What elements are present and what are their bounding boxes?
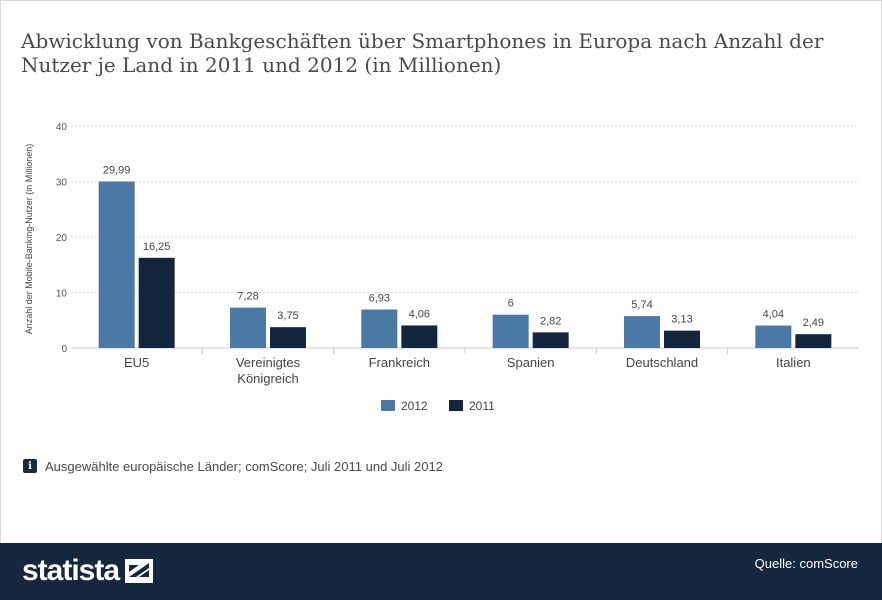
data-label: 2,49	[803, 317, 824, 329]
legend-label: 2011	[469, 399, 495, 413]
y-tick-label: 10	[56, 289, 68, 300]
data-label: 6,93	[369, 293, 390, 305]
bar-2012	[361, 309, 398, 348]
data-label: 4,04	[763, 309, 784, 321]
info-note: i Ausgewählte europäische Länder; comSco…	[23, 457, 443, 475]
bar-2011	[138, 257, 175, 348]
x-tick-label: Deutschland	[626, 355, 698, 370]
chart-title: Abwicklung von Bankgeschäften über Smart…	[21, 29, 824, 77]
data-label: 29,99	[103, 165, 131, 177]
x-tick-label: Italien	[776, 355, 811, 370]
bar-2012	[624, 316, 660, 348]
bar-2011	[532, 332, 569, 348]
data-label: 6	[508, 298, 514, 310]
data-label: 5,74	[631, 299, 652, 311]
x-tick-label: Spanien	[507, 355, 555, 370]
bar-2012	[230, 307, 266, 348]
y-tick-label: 0	[61, 344, 67, 355]
y-tick-label: 20	[56, 233, 68, 244]
data-label: 3,13	[671, 314, 692, 326]
statista-logo-icon	[125, 559, 154, 583]
x-tick-label: Vereinigtes	[236, 355, 301, 370]
brand-name: statista	[22, 554, 120, 587]
info-icon[interactable]: i	[23, 459, 37, 473]
bar-2011	[270, 327, 306, 348]
data-label: 16,25	[143, 241, 171, 253]
legend-swatch	[381, 400, 395, 411]
legend-swatch	[449, 400, 463, 411]
info-text: Ausgewählte europäische Länder; comScore…	[45, 458, 443, 474]
data-label: 2,82	[540, 315, 561, 327]
bar-2011	[401, 325, 438, 348]
bar-2011	[664, 330, 700, 348]
legend-label: 2012	[401, 399, 428, 413]
bar-chart: 0 10 20 30 40 Anzahl der Mobile-Banking-Nutze…	[24, 122, 859, 413]
x-tick-label: Königreich	[237, 371, 298, 386]
bar-2011	[795, 334, 832, 348]
data-label: 7,28	[237, 291, 258, 303]
x-tick-label: Frankreich	[369, 355, 430, 370]
source-label: Quelle: comScore	[754, 556, 858, 571]
statista-logo[interactable]: statista	[22, 554, 154, 587]
footer-bar: statista Quelle: comScore	[0, 543, 882, 600]
y-tick-label: 40	[56, 122, 68, 133]
bar-2012	[755, 325, 792, 348]
data-label: 4,06	[409, 308, 430, 320]
bar-2012	[492, 314, 529, 348]
data-label: 3,75	[277, 310, 298, 322]
x-tick-label: EU5	[124, 355, 149, 370]
bar-2012	[98, 181, 135, 348]
y-axis-title: Anzahl der Mobile-Banking-Nutzer (in Mil…	[24, 144, 34, 335]
y-tick-label: 30	[56, 178, 68, 189]
